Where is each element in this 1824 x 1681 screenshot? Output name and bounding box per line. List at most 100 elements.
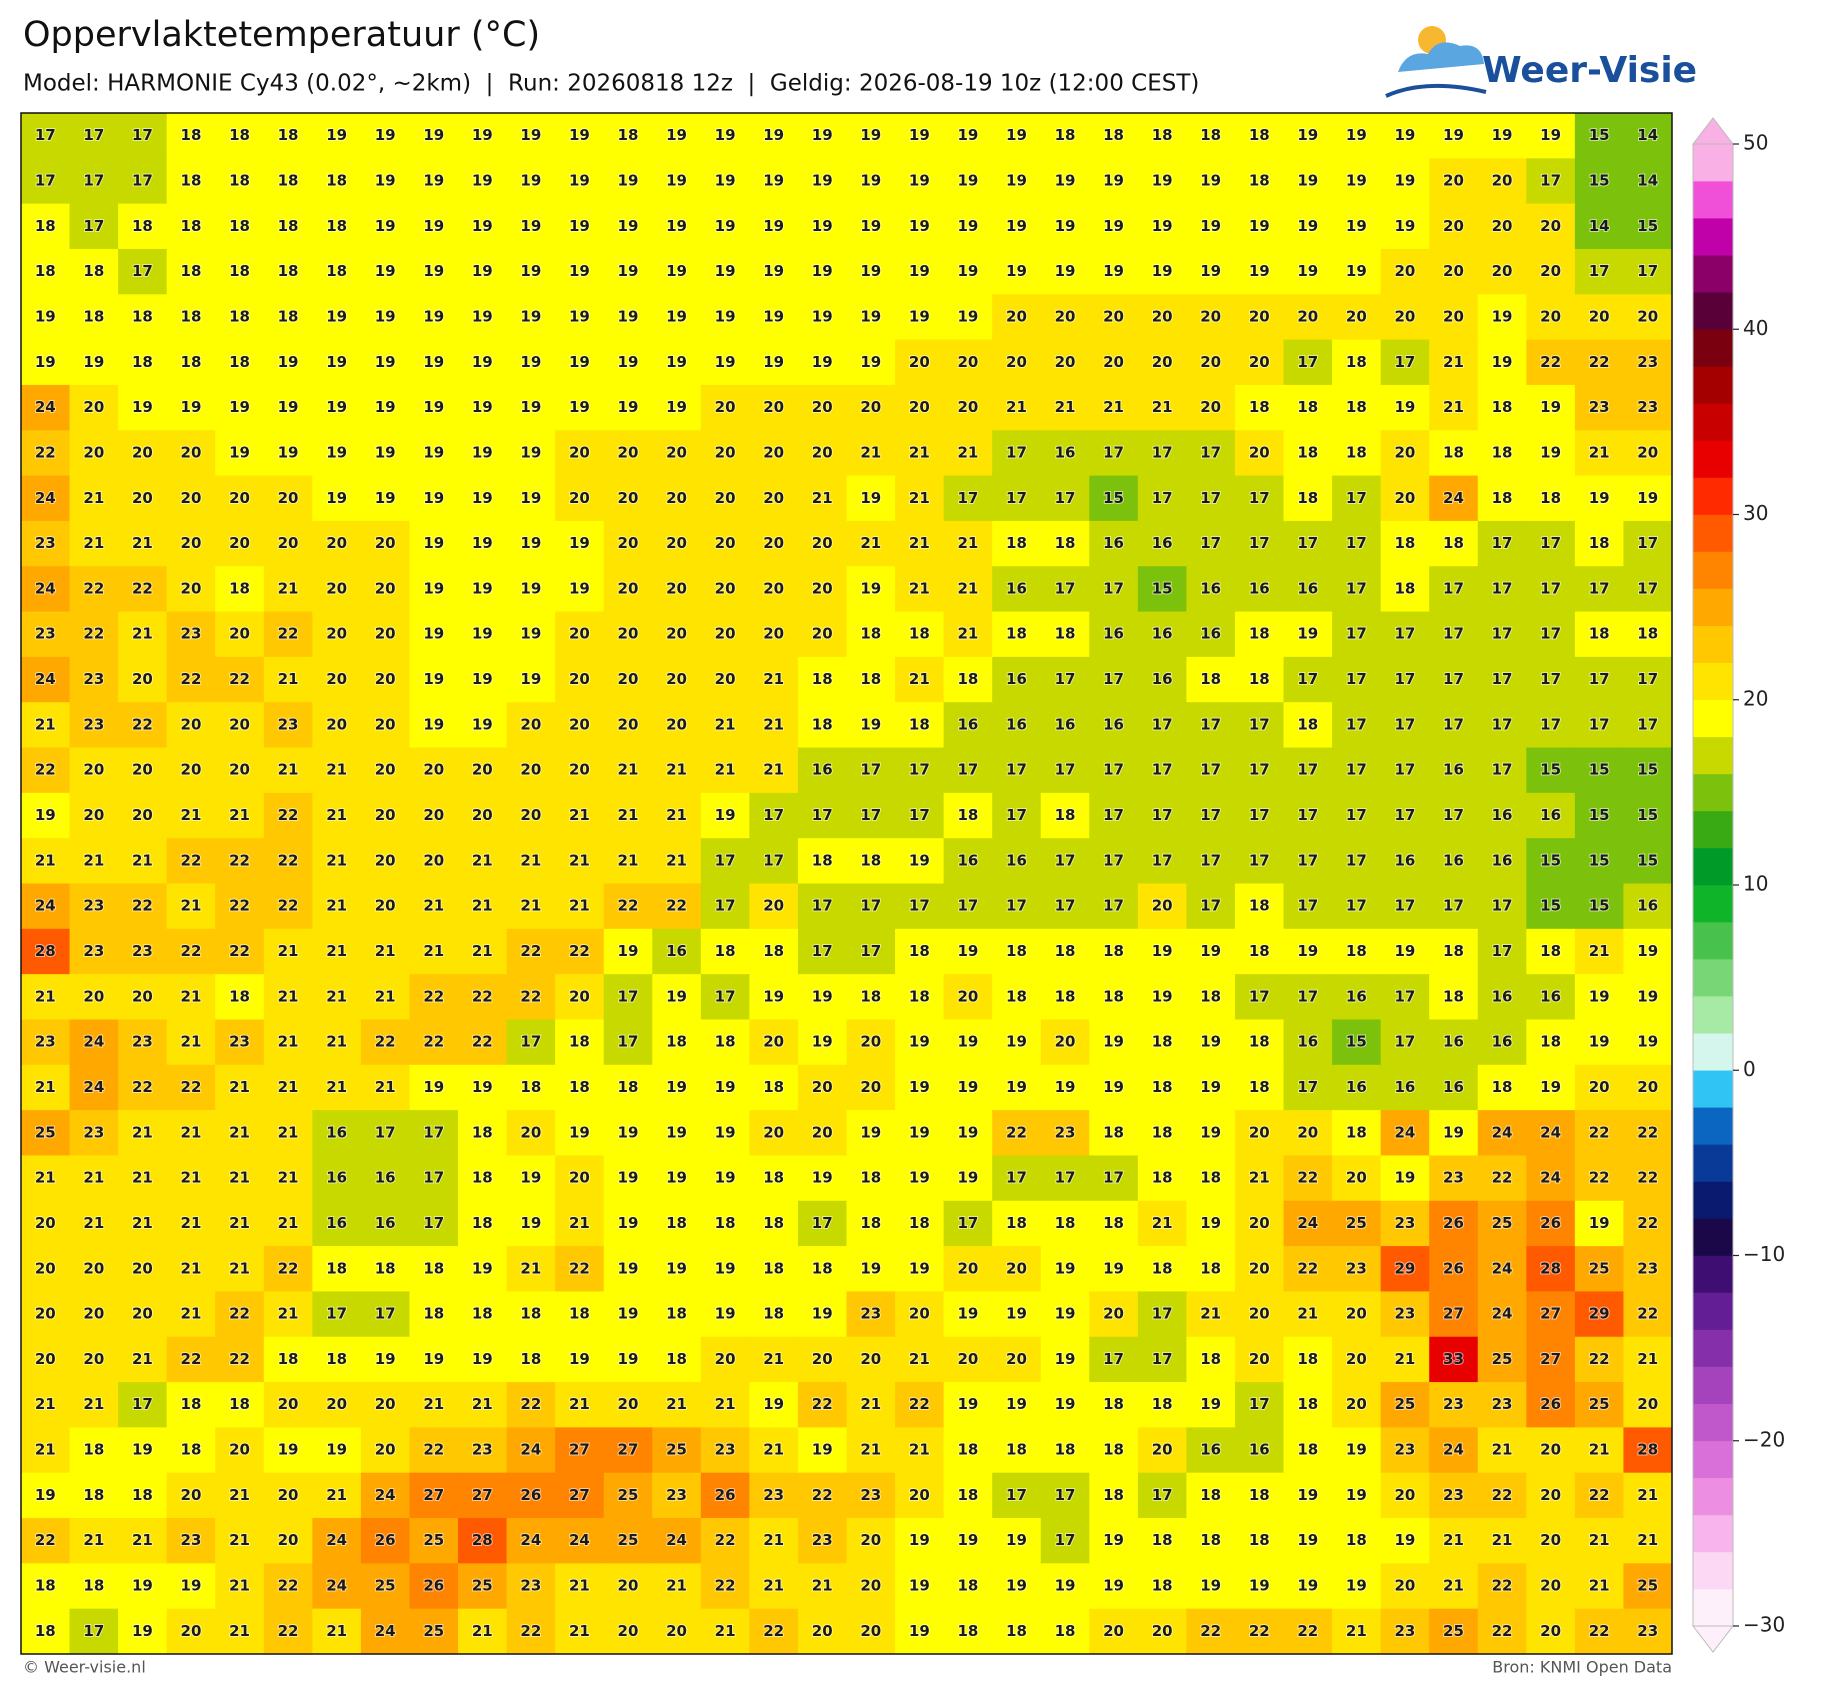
temperature-label: 20 [1055, 307, 1076, 325]
temperature-label: 21 [618, 851, 639, 869]
temperature-label: 19 [666, 126, 687, 144]
temperature-label: 19 [1006, 171, 1027, 189]
temperature-cell [1429, 702, 1479, 749]
temperature-cell [312, 1382, 362, 1428]
temperature-label: 19 [1200, 1395, 1221, 1413]
temperature-label: 20 [1249, 1350, 1270, 1368]
temperature-cell [797, 248, 847, 295]
temperature-label: 19 [132, 1577, 153, 1595]
temperature-cell [943, 203, 993, 250]
temperature-cell [1283, 566, 1333, 613]
temperature-label: 23 [229, 1033, 250, 1051]
temperature-label: 20 [860, 398, 881, 416]
temperature-label: 19 [909, 1577, 930, 1595]
temperature-label: 21 [957, 443, 978, 461]
temperature-label: 18 [957, 1441, 978, 1459]
temperature-cell [555, 520, 605, 567]
temperature-label: 22 [35, 1531, 56, 1549]
colorbar-segment [1693, 1588, 1733, 1627]
temperature-label: 26 [715, 1486, 736, 1504]
temperature-label: 21 [83, 489, 104, 507]
temperature-label: 21 [957, 625, 978, 643]
temperature-cell [69, 1563, 119, 1610]
temperature-label: 17 [1297, 670, 1318, 688]
colorbar-tick-label: −30 [1743, 1613, 1785, 1637]
temperature-cell [1089, 974, 1139, 1020]
temperature-label: 19 [520, 1214, 541, 1232]
temperature-label: 20 [909, 353, 930, 371]
temperature-cell [1574, 1336, 1624, 1383]
temperature-label: 18 [520, 1078, 541, 1096]
temperature-cell [166, 974, 216, 1020]
temperature-label: 21 [763, 1441, 784, 1459]
temperature-cell [895, 611, 945, 658]
temperature-label: 17 [1006, 489, 1027, 507]
temperature-cell [1623, 1563, 1673, 1610]
temperature-cell [700, 1200, 750, 1247]
temperature-label: 24 [1540, 1169, 1561, 1187]
title: Oppervlaktetemperatuur (°C) [23, 15, 540, 55]
temperature-label: 16 [1152, 534, 1173, 552]
temperature-label: 19 [666, 217, 687, 235]
temperature-label: 21 [375, 942, 396, 960]
temperature-label: 19 [278, 443, 299, 461]
temperature-cell [215, 113, 265, 159]
temperature-cell [555, 113, 605, 159]
temperature-label: 19 [569, 217, 590, 235]
temperature-cell [943, 611, 993, 658]
temperature-label: 19 [35, 1486, 56, 1504]
temperature-cell [1137, 883, 1187, 930]
temperature-label: 19 [1637, 942, 1658, 960]
temperature-cell [652, 430, 702, 477]
colorbar-segment [1693, 922, 1733, 960]
temperature-label: 21 [83, 1395, 104, 1413]
temperature-cell [1234, 294, 1285, 341]
temperature-cell [1574, 475, 1624, 522]
temperature-label: 15 [1589, 171, 1610, 189]
temperature-cell [797, 1291, 847, 1338]
temperature-label: 21 [1200, 1305, 1221, 1323]
temperature-label: 16 [1006, 579, 1027, 597]
temperature-label: 20 [132, 987, 153, 1005]
temperature-cell [1380, 203, 1430, 250]
temperature-cell [1234, 1246, 1285, 1292]
temperature-cell [1332, 1336, 1382, 1383]
temperature-cell [1137, 1200, 1187, 1247]
temperature-cell [166, 566, 216, 613]
temperature-label: 24 [569, 1531, 590, 1549]
temperature-cell [1283, 1563, 1333, 1610]
temperature-label: 18 [1103, 126, 1124, 144]
temperature-label: 20 [229, 715, 250, 733]
temperature-label: 19 [715, 1169, 736, 1187]
temperature-cell [749, 566, 799, 613]
temperature-cell [700, 1064, 750, 1111]
temperature-cell [215, 1518, 265, 1564]
temperature-cell [943, 384, 993, 431]
temperature-cell [555, 430, 605, 477]
temperature-label: 17 [1492, 625, 1513, 643]
temperature-label: 20 [812, 398, 833, 416]
temperature-cell [1089, 294, 1139, 341]
temperature-cell [1089, 384, 1139, 431]
temperature-cell [1526, 384, 1576, 431]
temperature-label: 23 [1589, 398, 1610, 416]
temperature-label: 22 [1589, 1622, 1610, 1640]
temperature-label: 18 [569, 1078, 590, 1096]
temperature-cell [1477, 1427, 1527, 1474]
temperature-cell [992, 1608, 1042, 1655]
temperature-label: 19 [618, 1123, 639, 1141]
temperature-cell [312, 1427, 362, 1474]
temperature-label: 17 [132, 262, 153, 280]
temperature-label: 21 [763, 1531, 784, 1549]
temperature-cell [118, 1019, 168, 1066]
temperature-cell [895, 1336, 945, 1383]
temperature-label: 21 [375, 1078, 396, 1096]
temperature-cell [555, 294, 605, 341]
temperature-cell [603, 430, 653, 477]
temperature-label: 21 [229, 1531, 250, 1549]
temperature-cell [215, 1291, 265, 1338]
temperature-label: 19 [472, 398, 493, 416]
temperature-label: 15 [1540, 851, 1561, 869]
temperature-label: 24 [375, 1622, 396, 1640]
temperature-label: 19 [520, 171, 541, 189]
